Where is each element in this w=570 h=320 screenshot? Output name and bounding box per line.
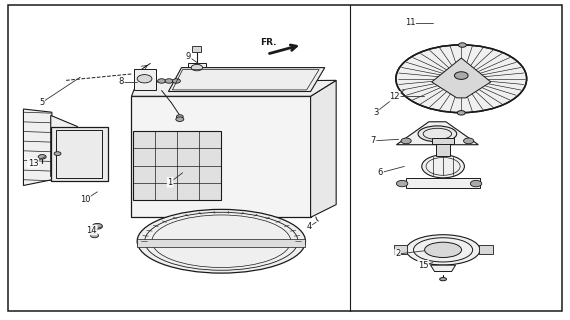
Text: 1: 1 <box>168 178 173 187</box>
Circle shape <box>38 155 46 159</box>
Circle shape <box>454 72 468 79</box>
Circle shape <box>158 79 166 83</box>
Circle shape <box>137 75 152 83</box>
Circle shape <box>176 115 183 119</box>
Text: 4: 4 <box>306 222 312 231</box>
Text: 12: 12 <box>389 92 400 101</box>
Circle shape <box>165 79 173 83</box>
Text: 9: 9 <box>186 52 191 61</box>
Text: 2: 2 <box>395 250 400 259</box>
Ellipse shape <box>137 209 306 273</box>
Polygon shape <box>51 116 78 177</box>
Text: 3: 3 <box>373 108 378 117</box>
Text: 10: 10 <box>80 195 90 204</box>
Polygon shape <box>430 265 455 271</box>
Bar <box>51 126 108 181</box>
Circle shape <box>458 43 466 47</box>
Bar <box>135 69 156 90</box>
Circle shape <box>457 111 465 115</box>
Bar <box>436 143 450 156</box>
Bar <box>56 130 102 178</box>
Circle shape <box>54 152 61 156</box>
Polygon shape <box>168 68 325 92</box>
Ellipse shape <box>439 277 446 281</box>
Ellipse shape <box>396 45 527 113</box>
Bar <box>406 179 480 188</box>
Circle shape <box>191 64 202 71</box>
Text: 15: 15 <box>418 261 429 270</box>
Ellipse shape <box>422 155 465 178</box>
Bar <box>188 62 206 75</box>
Text: 7: 7 <box>370 136 376 145</box>
Bar <box>132 96 311 217</box>
Text: 5: 5 <box>39 98 44 107</box>
Ellipse shape <box>443 69 479 88</box>
Polygon shape <box>132 80 336 96</box>
Bar <box>431 138 454 144</box>
Bar <box>137 239 306 247</box>
Circle shape <box>91 233 99 238</box>
Polygon shape <box>311 80 336 217</box>
Ellipse shape <box>425 242 462 258</box>
Text: 6: 6 <box>378 168 383 177</box>
Bar <box>394 245 407 254</box>
Polygon shape <box>23 109 52 186</box>
Text: 14: 14 <box>87 226 97 235</box>
Circle shape <box>172 79 180 83</box>
Bar <box>192 46 201 52</box>
Circle shape <box>92 223 103 229</box>
Text: 13: 13 <box>28 159 38 168</box>
Bar <box>479 245 492 254</box>
Circle shape <box>176 117 184 122</box>
Circle shape <box>463 138 474 144</box>
Circle shape <box>397 180 408 187</box>
Polygon shape <box>431 58 491 98</box>
Ellipse shape <box>418 126 457 142</box>
Bar <box>133 131 221 200</box>
Polygon shape <box>397 122 478 145</box>
Text: 11: 11 <box>405 19 416 28</box>
Text: FR.: FR. <box>260 38 276 47</box>
Circle shape <box>401 138 411 144</box>
Ellipse shape <box>406 235 480 265</box>
Text: 8: 8 <box>119 77 124 86</box>
Circle shape <box>470 180 482 187</box>
